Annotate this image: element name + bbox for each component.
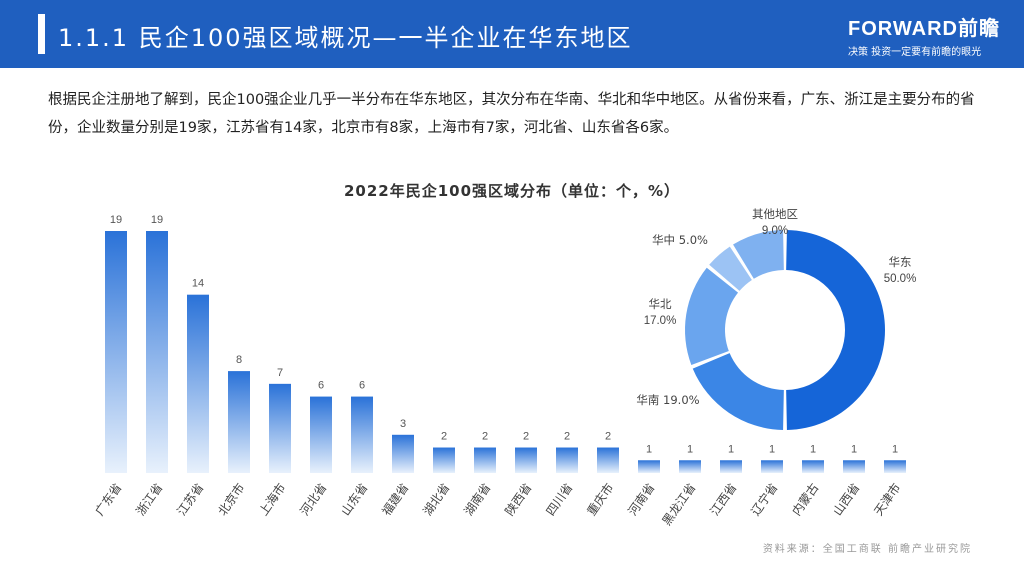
bar-value-label: 2: [523, 431, 529, 443]
bar: [638, 460, 660, 473]
bar: [720, 460, 742, 473]
category-label: 辽宁省: [748, 480, 781, 518]
bar: [392, 434, 414, 473]
logo-brand: FORWARD前瞻: [848, 18, 1000, 40]
donut-slice: [786, 230, 885, 430]
category-label: 天津市: [871, 480, 904, 518]
category-label: 陕西省: [502, 480, 535, 518]
category-label: 江苏省: [174, 481, 206, 519]
slice-value-label: 50.0%: [884, 273, 917, 285]
bar: [884, 460, 906, 473]
bar-value-label: 1: [687, 443, 693, 455]
bar: [310, 396, 332, 473]
bar: [597, 447, 619, 473]
category-label: 江西省: [707, 481, 739, 519]
category-label: 浙江省: [133, 481, 165, 519]
bar: [146, 231, 168, 473]
logo-slogan: 决策 投资一定要有前瞻的眼光: [848, 47, 982, 58]
donut-slice: [692, 353, 784, 430]
bar-value-label: 2: [441, 431, 447, 443]
bar-value-label: 2: [482, 431, 488, 443]
bar: [515, 447, 537, 473]
bar-value-label: 1: [851, 443, 857, 455]
bar-value-label: 19: [151, 214, 163, 226]
source-note: 资料来源：全国工商联 前瞻产业研究院: [762, 544, 972, 555]
category-label: 山西省: [830, 481, 862, 519]
category-label: 内蒙古: [789, 480, 822, 518]
category-label: 四川省: [543, 481, 575, 519]
bar-value-label: 8: [236, 354, 242, 366]
donut-slice: [709, 246, 752, 291]
bar: [802, 460, 824, 473]
bar: [351, 396, 373, 473]
slice-value-label: 9.0%: [762, 225, 788, 237]
intro-paragraph: 根据民企注册地了解到，民企100强企业几乎一半分布在华东地区，其次分布在华南、华…: [48, 92, 975, 136]
bar: [474, 447, 496, 473]
category-label: 湖北省: [420, 480, 453, 518]
bar-value-label: 14: [192, 278, 204, 290]
donut-slice: [685, 267, 739, 366]
bar-value-label: 2: [564, 431, 570, 443]
slice-label: 其他地区: [752, 207, 798, 221]
category-label: 黑龙江省: [659, 481, 698, 528]
bar-value-label: 1: [728, 443, 734, 455]
bar-value-label: 1: [646, 443, 652, 455]
bar: [761, 460, 783, 473]
bar-value-label: 3: [400, 418, 406, 430]
category-label: 上海市: [256, 480, 289, 518]
bar-value-label: 1: [769, 443, 775, 455]
bar: [105, 231, 127, 473]
header-accent: [38, 14, 45, 54]
bar-value-label: 7: [277, 367, 283, 379]
category-label: 河南省: [625, 480, 658, 518]
category-label: 山东省: [338, 481, 370, 519]
category-label: 福建省: [379, 480, 412, 518]
slice-label: 华中 5.0%: [652, 233, 708, 247]
category-label: 湖南省: [461, 480, 494, 518]
chart-title: 2022年民企100强区域分布（单位：个，%）: [343, 182, 681, 200]
bar-value-label: 6: [318, 380, 324, 392]
header-bar: 1.1.1 民企100强区域概况—一半企业在华东地区 FORWARD前瞻 决策 …: [0, 0, 1024, 68]
bar: [187, 294, 209, 473]
bar: [433, 447, 455, 473]
category-label: 河北省: [297, 481, 329, 519]
bar: [556, 447, 578, 473]
slice-label: 华北: [649, 297, 672, 311]
slice-label: 华东: [889, 255, 912, 269]
category-label: 广东省: [92, 481, 124, 519]
bar-value-label: 1: [892, 443, 898, 455]
donut-slice: [733, 230, 784, 279]
page-title: 1.1.1 民企100强区域概况—一半企业在华东地区: [58, 24, 633, 52]
bar: [269, 383, 291, 473]
category-label: 重庆市: [584, 480, 617, 518]
bar: [843, 460, 865, 473]
slice-label: 华南 19.0%: [636, 393, 699, 407]
bar-value-label: 1: [810, 443, 816, 455]
forward-logo: FORWARD前瞻 决策 投资一定要有前瞻的眼光: [848, 12, 1000, 58]
bar: [679, 460, 701, 473]
bar-value-label: 2: [605, 431, 611, 443]
bar: [228, 371, 250, 473]
bar-value-label: 19: [110, 214, 122, 226]
bar-value-label: 6: [359, 380, 365, 392]
slice-value-label: 17.0%: [644, 315, 677, 327]
category-label: 北京市: [215, 480, 248, 518]
